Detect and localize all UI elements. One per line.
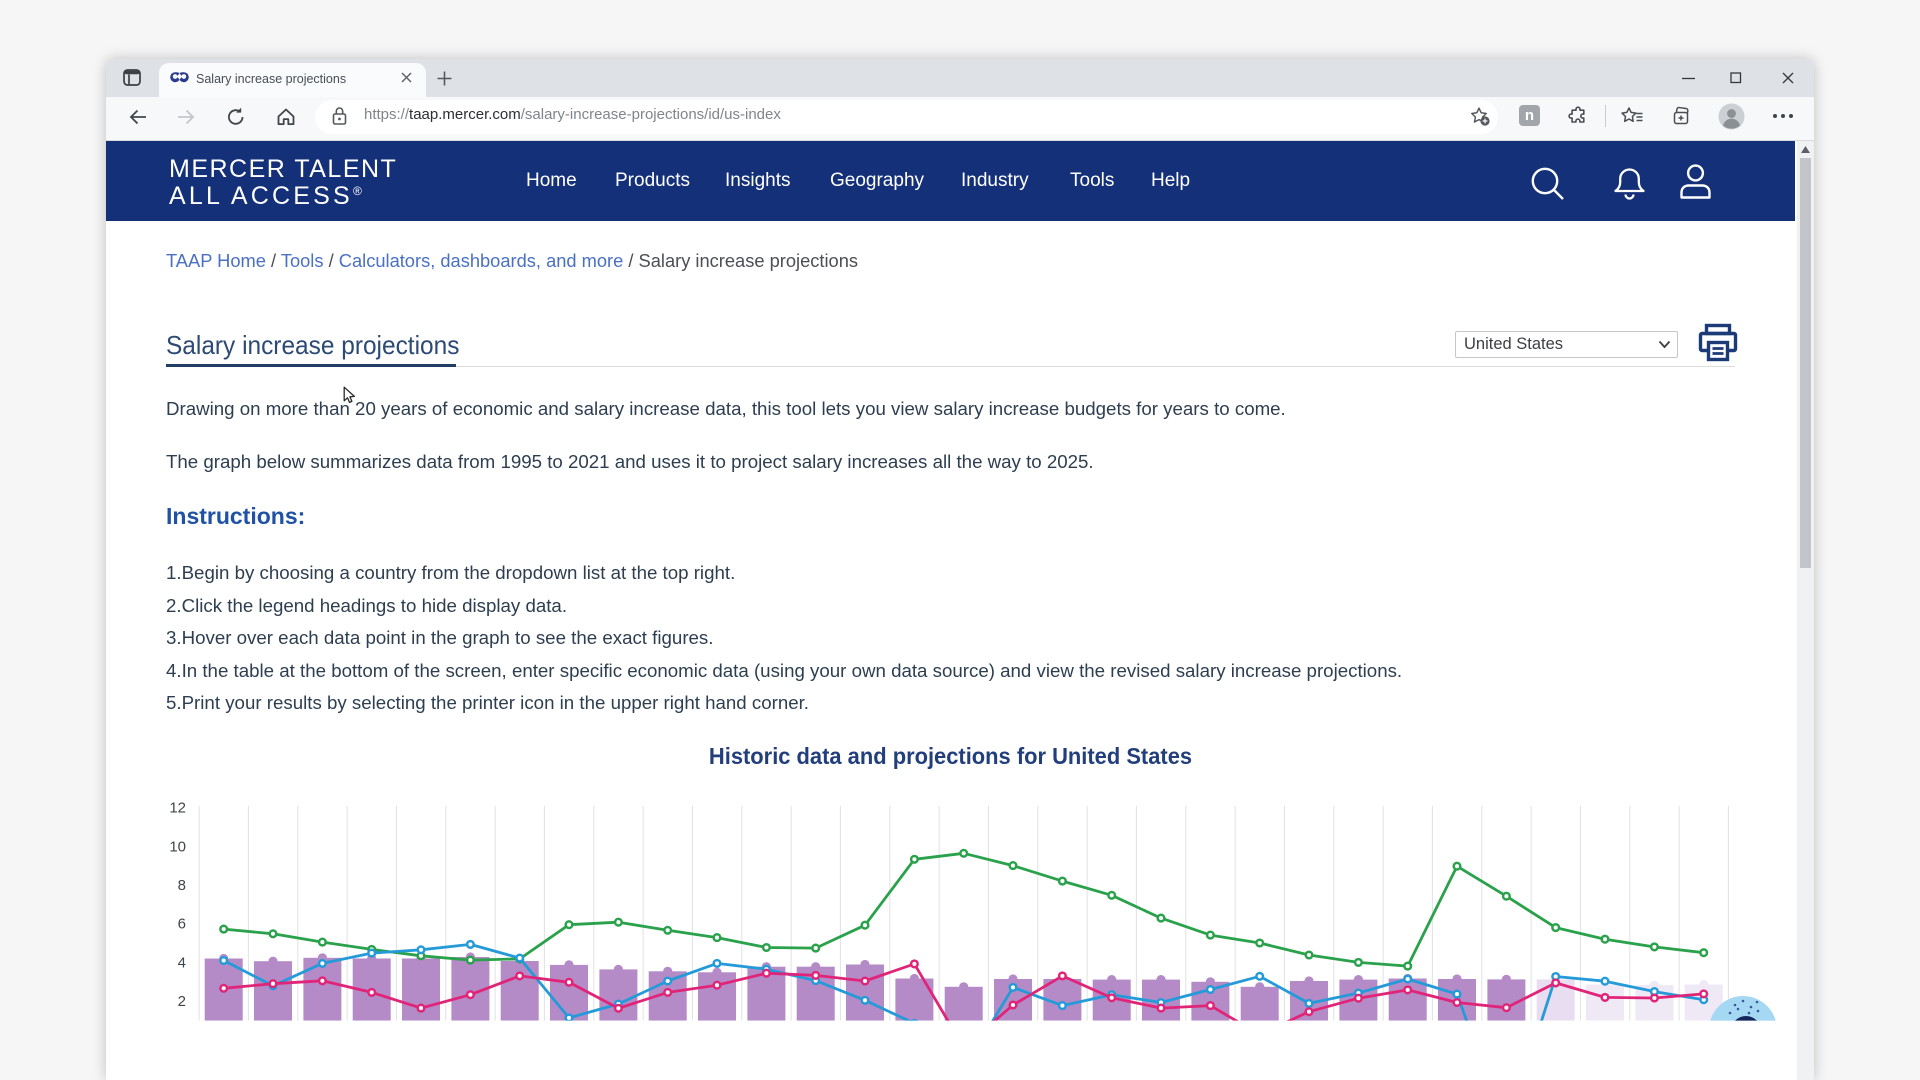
svg-text:6: 6 (178, 916, 186, 933)
svg-text:4: 4 (178, 954, 186, 971)
svg-text:8: 8 (178, 877, 186, 894)
svg-text:2: 2 (178, 993, 186, 1010)
svg-text:12: 12 (169, 800, 186, 817)
svg-text:10: 10 (169, 838, 186, 855)
